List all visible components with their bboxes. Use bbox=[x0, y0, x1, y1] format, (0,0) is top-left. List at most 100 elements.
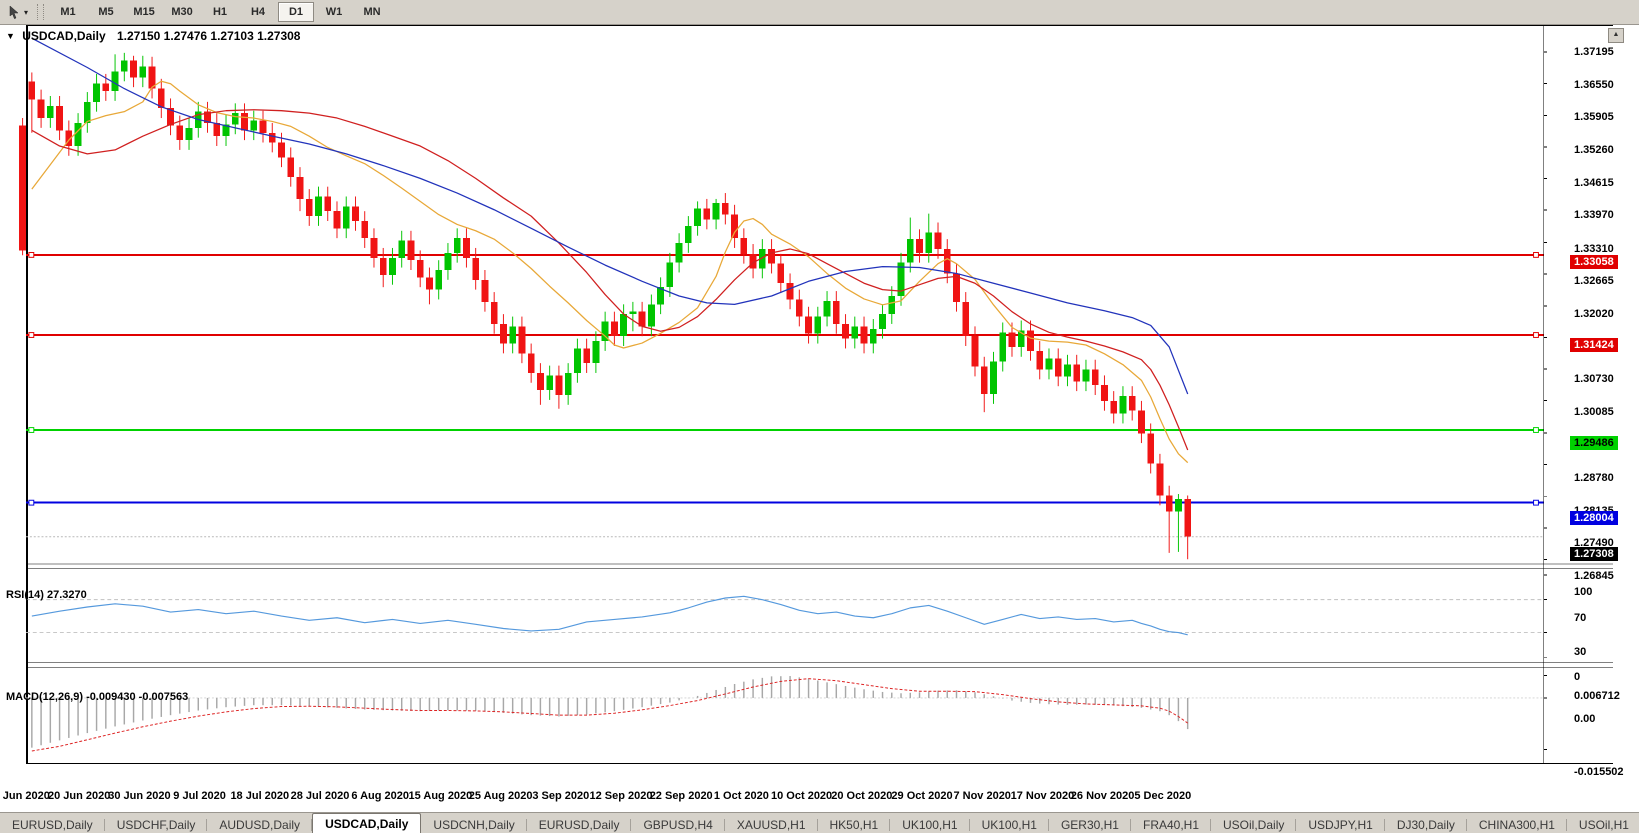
tab-usdjpy-h1[interactable]: USDJPY,H1 bbox=[1296, 816, 1386, 833]
date-label: 30 Jun 2020 bbox=[108, 790, 171, 802]
candle bbox=[435, 270, 443, 290]
candle bbox=[1138, 410, 1145, 434]
tab-uk100-h1[interactable]: UK100,H1 bbox=[970, 816, 1050, 833]
candle bbox=[333, 211, 341, 229]
candle bbox=[1036, 350, 1044, 370]
candle bbox=[721, 202, 729, 215]
timeframe-button-d1[interactable]: D1 bbox=[278, 2, 315, 22]
timeframe-button-m15[interactable]: M15 bbox=[133, 6, 155, 18]
timeframe-button-h1[interactable]: H1 bbox=[212, 6, 228, 18]
price-tick-label: 1.27490 bbox=[1574, 537, 1614, 550]
candle bbox=[315, 196, 322, 217]
candle bbox=[361, 220, 369, 239]
candle bbox=[842, 323, 849, 339]
price-tick-label: 1.34615 bbox=[1574, 176, 1614, 189]
level-handle bbox=[1533, 332, 1539, 338]
tab-china300-h1[interactable]: CHINA300,H1 bbox=[1467, 816, 1567, 833]
candle bbox=[694, 208, 701, 226]
chart-collapse-caret[interactable]: ▼ bbox=[6, 31, 15, 41]
candle bbox=[592, 341, 600, 364]
candle bbox=[287, 157, 295, 177]
date-label: 20 Jun 2020 bbox=[48, 790, 111, 802]
macd-signal-line bbox=[31, 678, 1188, 752]
timeframe-button-m5[interactable]: M5 bbox=[98, 6, 114, 18]
timeframe-button-m30[interactable]: M30 bbox=[171, 6, 193, 18]
candle bbox=[574, 348, 581, 373]
candle bbox=[389, 257, 396, 275]
candle bbox=[426, 277, 433, 290]
candle bbox=[416, 260, 424, 278]
candle bbox=[213, 122, 221, 137]
level-price-badge: 1.29486 bbox=[1570, 436, 1618, 451]
candle bbox=[805, 316, 812, 334]
candle bbox=[1184, 498, 1192, 537]
candle bbox=[176, 125, 184, 141]
candle bbox=[990, 361, 997, 395]
timeframe-buttons: M1 M5 M15 M30 H1 H4 D1 W1 MN bbox=[49, 2, 391, 22]
candle bbox=[925, 232, 933, 253]
cursor-dropdown-caret[interactable]: ▾ bbox=[24, 7, 29, 17]
timeframe-button-w1[interactable]: W1 bbox=[325, 6, 343, 18]
date-label: 6 Aug 2020 bbox=[351, 790, 410, 802]
candle bbox=[869, 328, 877, 344]
tab-usdcnh-daily[interactable]: USDCNH,Daily bbox=[421, 816, 528, 833]
date-label: 18 Jul 2020 bbox=[230, 790, 290, 802]
level-price-badge: 1.33058 bbox=[1570, 255, 1618, 270]
chart-canvas[interactable] bbox=[0, 25, 1639, 787]
candle bbox=[379, 257, 387, 275]
tab-usdcad-daily[interactable]: USDCAD,Daily bbox=[312, 813, 422, 833]
tab-hk50-h1[interactable]: HK50,H1 bbox=[818, 816, 891, 833]
toolbar-grip[interactable] bbox=[37, 4, 45, 20]
candle bbox=[1101, 385, 1108, 401]
date-label: 15 Aug 2020 bbox=[408, 790, 473, 802]
timeframe-button-m1[interactable]: M1 bbox=[60, 6, 76, 18]
tab-audusd-daily[interactable]: AUDUSD,Daily bbox=[207, 816, 312, 833]
tab-gbpusd-h4[interactable]: GBPUSD,H4 bbox=[631, 816, 726, 833]
candle bbox=[786, 283, 794, 300]
candle bbox=[777, 263, 785, 284]
date-label: 26 Nov 2020 bbox=[1070, 790, 1135, 802]
candle bbox=[231, 113, 239, 125]
tab-uk100-h1[interactable]: UK100,H1 bbox=[890, 816, 970, 833]
chart-title: ▼ USDCAD,Daily 1.27150 1.27476 1.27103 1… bbox=[6, 29, 300, 43]
tab-fra40-h1[interactable]: FRA40,H1 bbox=[1131, 816, 1212, 833]
candle bbox=[490, 301, 498, 324]
candle bbox=[74, 122, 82, 146]
candle bbox=[906, 239, 914, 263]
macd-tick-label: 0.006712 bbox=[1574, 690, 1620, 702]
price-tick-label: 1.33310 bbox=[1574, 242, 1614, 255]
axis-scroll-up-button[interactable]: ▲ bbox=[1608, 28, 1624, 43]
date-label: 9 Jul 2020 bbox=[173, 790, 226, 802]
timeframe-toolbar: ▾ M1 M5 M15 M30 H1 H4 D1 W1 MN bbox=[0, 0, 1639, 25]
candle bbox=[204, 111, 211, 123]
candle bbox=[342, 206, 350, 229]
tab-usoil-h1[interactable]: USOil,H1 bbox=[1567, 816, 1639, 833]
candle bbox=[259, 120, 267, 133]
candle bbox=[472, 257, 480, 280]
tab-eurusd-daily[interactable]: EURUSD,Daily bbox=[527, 816, 632, 833]
candle bbox=[453, 238, 461, 253]
candle bbox=[46, 105, 54, 119]
candle bbox=[583, 348, 591, 364]
date-label: 11 Jun 2020 bbox=[0, 790, 50, 802]
candle bbox=[305, 198, 313, 217]
tab-dj30-daily[interactable]: DJ30,Daily bbox=[1385, 816, 1467, 833]
candle bbox=[370, 238, 378, 258]
tab-eurusd-daily[interactable]: EURUSD,Daily bbox=[0, 816, 105, 833]
tab-xauusd-h1[interactable]: XAUUSD,H1 bbox=[725, 816, 818, 833]
candle bbox=[120, 60, 128, 72]
candle bbox=[268, 132, 276, 143]
candle bbox=[860, 326, 868, 344]
tab-ger30-h1[interactable]: GER30,H1 bbox=[1049, 816, 1132, 833]
tab-usoil-daily[interactable]: USOil,Daily bbox=[1211, 816, 1297, 833]
candle bbox=[398, 240, 406, 258]
candle bbox=[897, 262, 905, 296]
cursor-icon[interactable] bbox=[4, 3, 24, 21]
price-tick-label: 1.35905 bbox=[1574, 111, 1614, 124]
candle bbox=[657, 287, 665, 305]
candle bbox=[749, 253, 757, 269]
tab-usdchf-daily[interactable]: USDCHF,Daily bbox=[105, 816, 208, 833]
timeframe-button-mn[interactable]: MN bbox=[363, 6, 381, 18]
timeframe-button-h4[interactable]: H4 bbox=[250, 6, 266, 18]
rsi-line bbox=[31, 595, 1188, 636]
